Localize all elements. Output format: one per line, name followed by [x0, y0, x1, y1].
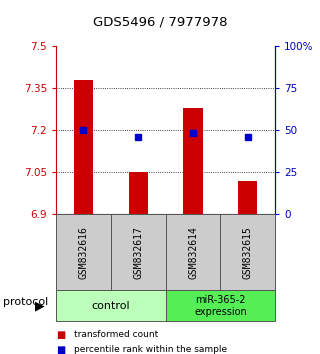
Bar: [129, 172, 148, 214]
Text: ▶: ▶: [35, 299, 45, 312]
Text: control: control: [92, 301, 130, 311]
Text: GDS5496 / 7977978: GDS5496 / 7977978: [93, 16, 227, 29]
Text: ■: ■: [56, 345, 65, 354]
Text: percentile rank within the sample: percentile rank within the sample: [74, 345, 227, 354]
Bar: [238, 181, 257, 214]
Bar: [74, 80, 93, 214]
Text: GSM832615: GSM832615: [243, 226, 253, 279]
Text: protocol: protocol: [3, 297, 48, 307]
Text: ■: ■: [56, 330, 65, 340]
Text: GSM832614: GSM832614: [188, 226, 198, 279]
Text: miR-365-2
expression: miR-365-2 expression: [194, 295, 247, 317]
Text: transformed count: transformed count: [74, 330, 158, 339]
Text: GSM832617: GSM832617: [133, 226, 143, 279]
Bar: [183, 108, 203, 214]
Text: GSM832616: GSM832616: [78, 226, 88, 279]
